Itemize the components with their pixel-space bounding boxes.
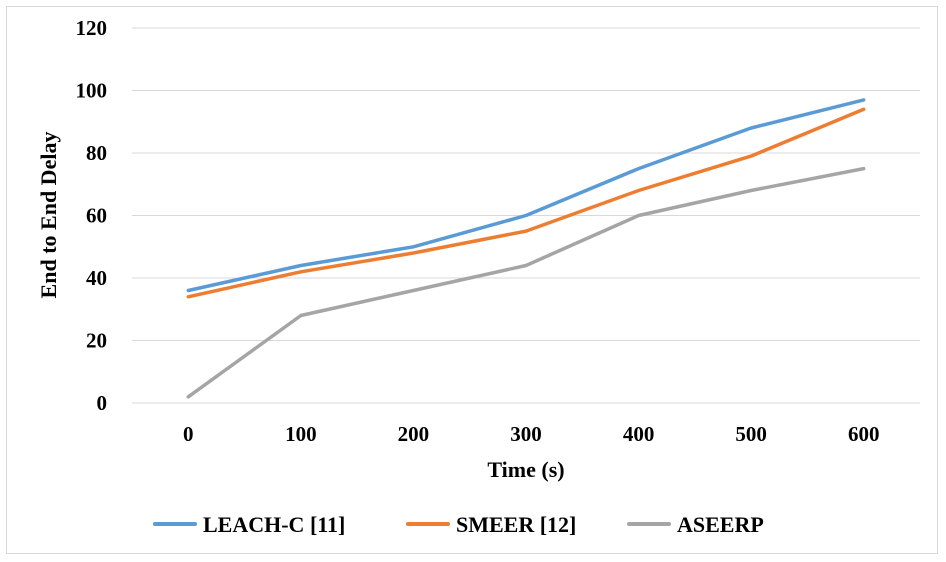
x-axis-ticks: 0 100 200 300 400 500 600 bbox=[183, 422, 879, 446]
series-line-smeer-12 bbox=[186, 107, 866, 299]
x-tick-label: 0 bbox=[183, 422, 194, 446]
series-line-leach-c-11 bbox=[186, 98, 866, 293]
x-axis-title: Time (s) bbox=[487, 457, 564, 482]
series-lines bbox=[186, 98, 866, 399]
x-tick-label: 600 bbox=[848, 422, 880, 446]
y-tick-label: 100 bbox=[76, 79, 108, 103]
series-line-aseerp bbox=[186, 166, 866, 399]
legend-label: ASEERP bbox=[677, 512, 764, 537]
legend-label: SMEER [12] bbox=[456, 512, 576, 537]
y-tick-label: 40 bbox=[86, 266, 107, 290]
y-tick-label: 20 bbox=[86, 329, 107, 353]
y-tick-label: 120 bbox=[76, 16, 108, 40]
y-axis-title: End to End Delay bbox=[36, 132, 61, 299]
legend-label: LEACH-C [11] bbox=[203, 512, 345, 537]
x-tick-label: 100 bbox=[285, 422, 317, 446]
legend: LEACH-C [11] SMEER [12] ASEERP bbox=[153, 512, 764, 537]
x-tick-label: 400 bbox=[623, 422, 655, 446]
y-axis-ticks: 0 20 40 60 80 100 120 bbox=[76, 16, 108, 415]
x-tick-label: 300 bbox=[510, 422, 542, 446]
x-tick-label: 200 bbox=[398, 422, 430, 446]
y-tick-label: 60 bbox=[86, 204, 107, 228]
x-tick-label: 500 bbox=[735, 422, 767, 446]
chart-frame bbox=[6, 6, 938, 554]
y-tick-label: 80 bbox=[86, 141, 107, 165]
y-tick-label: 0 bbox=[97, 391, 108, 415]
